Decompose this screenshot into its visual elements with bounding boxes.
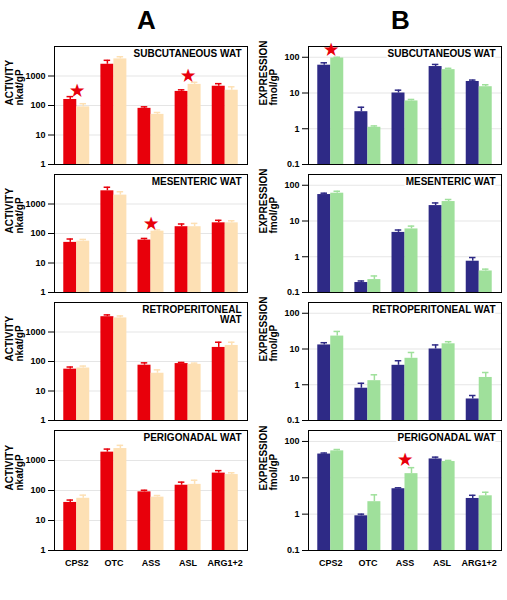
svg-text:10: 10 xyxy=(289,473,299,483)
svg-text:ACTIVITYnkat/gP: ACTIVITYnkat/gP xyxy=(4,60,25,106)
svg-text:RETROPERITONEALWAT: RETROPERITONEALWAT xyxy=(142,304,241,325)
svg-text:ACTIVITYnkat/gP: ACTIVITYnkat/gP xyxy=(4,316,25,362)
svg-text:1: 1 xyxy=(40,545,45,555)
html-text:B: B xyxy=(391,5,410,35)
svg-text:CPS2: CPS2 xyxy=(65,558,89,568)
svg-text:100: 100 xyxy=(30,228,45,238)
svg-text:1: 1 xyxy=(294,509,299,519)
svg-text:1000: 1000 xyxy=(25,455,45,465)
svg-text:ASS: ASS xyxy=(142,558,161,568)
svg-text:100: 100 xyxy=(30,485,45,495)
svg-text:ASS: ASS xyxy=(396,558,415,568)
svg-text:ACTIVITYnkat/gP: ACTIVITYnkat/gP xyxy=(4,445,25,491)
svg-text:1: 1 xyxy=(294,252,299,262)
svg-text:EXPRESSIONfmol/gP: EXPRESSIONfmol/gP xyxy=(258,296,279,361)
svg-text:1: 1 xyxy=(294,380,299,390)
svg-text:100: 100 xyxy=(284,52,299,62)
svg-text:EXPRESSIONfmol/gP: EXPRESSIONfmol/gP xyxy=(258,168,279,233)
svg-text:10: 10 xyxy=(35,515,45,525)
svg-text:1000: 1000 xyxy=(25,327,45,337)
svg-text:100: 100 xyxy=(284,308,299,318)
svg-text:100: 100 xyxy=(284,436,299,446)
svg-text:SUBCUTANEOUS WAT: SUBCUTANEOUS WAT xyxy=(388,48,496,59)
svg-text:10: 10 xyxy=(289,88,299,98)
svg-text:1000: 1000 xyxy=(25,71,45,81)
svg-text:★: ★ xyxy=(144,215,159,232)
svg-text:100: 100 xyxy=(30,356,45,366)
svg-text:ARG1+2: ARG1+2 xyxy=(208,558,243,568)
svg-text:100: 100 xyxy=(30,100,45,110)
svg-text:EXPRESSIONfmol/gP: EXPRESSIONfmol/gP xyxy=(258,425,279,490)
svg-text:★: ★ xyxy=(181,67,196,84)
svg-text:★: ★ xyxy=(398,451,413,468)
html-text:A: A xyxy=(137,5,156,35)
svg-text:SUBCUTANEOUS WAT: SUBCUTANEOUS WAT xyxy=(134,48,242,59)
svg-text:PERIGONADAL WAT: PERIGONADAL WAT xyxy=(144,432,242,443)
svg-text:ACTIVITYnkat/gP: ACTIVITYnkat/gP xyxy=(4,188,25,234)
svg-text:★: ★ xyxy=(70,82,85,99)
svg-text:RETROPERITONEAL WAT: RETROPERITONEAL WAT xyxy=(372,304,495,315)
svg-text:EXPRESSIONfmol/gP: EXPRESSIONfmol/gP xyxy=(258,40,279,105)
svg-text:0.1: 0.1 xyxy=(287,287,300,296)
svg-text:ARG1+2: ARG1+2 xyxy=(462,558,497,568)
svg-text:ASL: ASL xyxy=(179,558,198,568)
svg-text:PERIGONADAL WAT: PERIGONADAL WAT xyxy=(398,432,496,443)
svg-text:10: 10 xyxy=(35,386,45,396)
svg-text:1: 1 xyxy=(40,287,45,296)
svg-text:CPS2: CPS2 xyxy=(319,558,343,568)
svg-text:10: 10 xyxy=(35,130,45,140)
svg-text:MESENTERIC WAT: MESENTERIC WAT xyxy=(406,176,496,187)
svg-text:1: 1 xyxy=(40,159,45,168)
svg-text:MESENTERIC WAT: MESENTERIC WAT xyxy=(152,176,242,187)
svg-text:10: 10 xyxy=(289,216,299,226)
svg-text:0.1: 0.1 xyxy=(287,545,300,555)
svg-text:1: 1 xyxy=(40,415,45,424)
svg-text:0.1: 0.1 xyxy=(287,159,300,168)
svg-text:1000: 1000 xyxy=(25,199,45,209)
svg-text:ASL: ASL xyxy=(433,558,452,568)
svg-text:OTC: OTC xyxy=(358,558,377,568)
svg-text:1: 1 xyxy=(294,124,299,134)
svg-text:10: 10 xyxy=(289,344,299,354)
svg-text:OTC: OTC xyxy=(104,558,123,568)
svg-text:10: 10 xyxy=(35,258,45,268)
svg-text:0.1: 0.1 xyxy=(287,415,300,424)
svg-text:100: 100 xyxy=(284,180,299,190)
svg-text:★: ★ xyxy=(324,41,339,58)
